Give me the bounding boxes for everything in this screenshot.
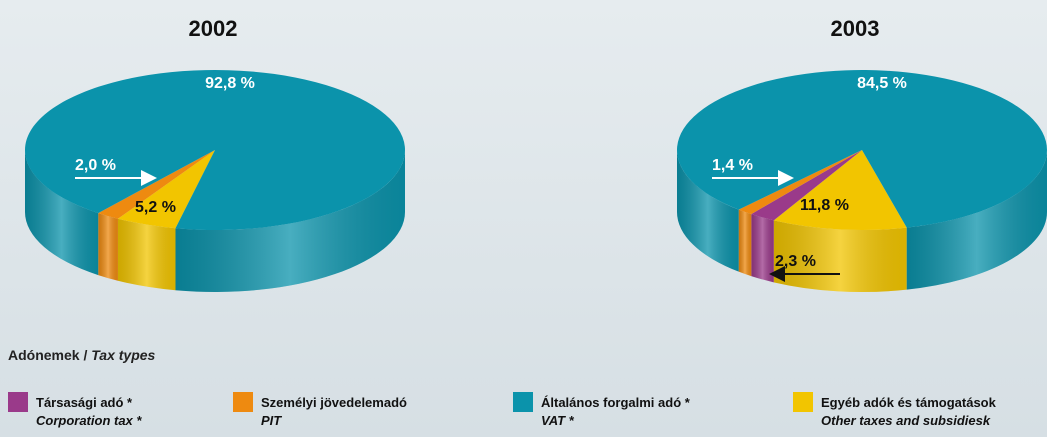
pie-side-shade [25, 150, 99, 276]
legend-label-en: VAT * [541, 413, 575, 428]
chart-title: 2003 [831, 16, 880, 41]
pie-slice [773, 150, 907, 230]
legend-label-en: Corporation tax * [36, 413, 142, 428]
legend: Adónemek / Tax types Társasági adó * Corp… [8, 347, 997, 428]
pie-side-shade [117, 218, 176, 291]
value-label: 2,0 % [75, 157, 116, 174]
legend-title-en: Tax types [91, 347, 155, 363]
legend-swatch [8, 392, 28, 412]
value-label: 11,8 % [800, 197, 849, 214]
pie-side-shade [738, 209, 752, 277]
legend-label-en: Other taxes and subsidiesk [821, 413, 991, 428]
legend-label-en: PIT [261, 413, 282, 428]
legend-swatch [793, 392, 813, 412]
legend-label: Személyi jövedelemadó [261, 395, 407, 410]
pie-slice [738, 150, 862, 215]
pie-side-shade [98, 213, 118, 281]
pie-side-shade [175, 150, 405, 292]
pie-side-shade [677, 150, 739, 272]
value-label: 84,5 % [857, 75, 907, 92]
pie-slice [751, 150, 862, 221]
pie-slice [24, 70, 405, 230]
pie-slice [117, 150, 215, 229]
value-label: 92,8 % [205, 75, 255, 92]
legend-title: Adónemek / Tax types [8, 347, 156, 363]
chart-title: 2002 [189, 16, 238, 41]
pie-slice [676, 70, 1047, 228]
pie-side-shade [751, 214, 774, 283]
legend-label: Egyéb adók és támogatások [821, 395, 997, 410]
pie-side-shade [906, 150, 1047, 290]
legend-swatch [513, 392, 533, 412]
legend-swatch [233, 392, 253, 412]
value-label: 5,2 % [135, 199, 176, 216]
value-label: 2,3 % [775, 253, 816, 270]
legend-label: Társasági adó * [36, 395, 133, 410]
value-label: 1,4 % [712, 157, 753, 174]
legend-label: Általános forgalmi adó * [541, 395, 691, 410]
legend-title-hu: Adónemek / [8, 347, 87, 363]
